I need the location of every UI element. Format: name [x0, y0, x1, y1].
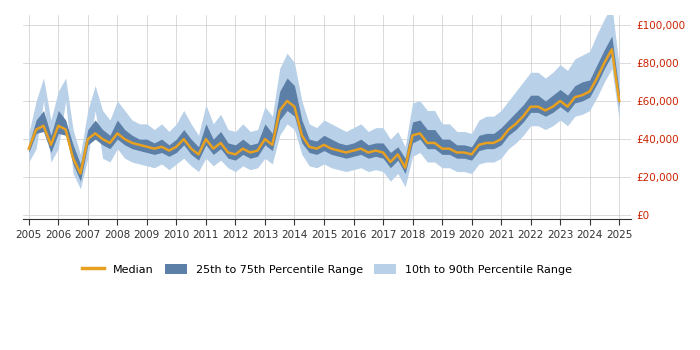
Legend: Median, 25th to 75th Percentile Range, 10th to 90th Percentile Range: Median, 25th to 75th Percentile Range, 1… — [77, 259, 577, 279]
